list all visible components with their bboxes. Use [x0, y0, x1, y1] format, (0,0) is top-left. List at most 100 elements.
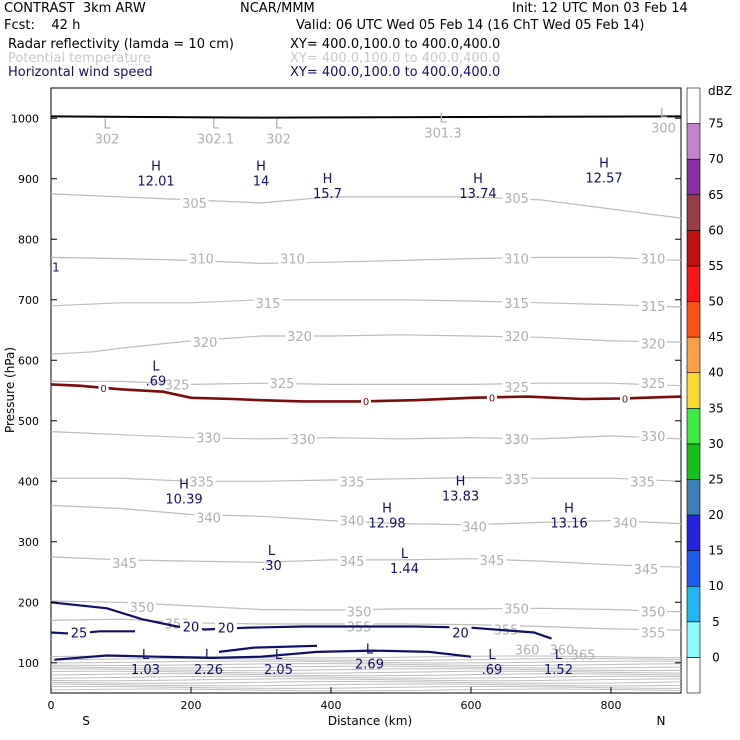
theta-extremum-value: 302 [266, 132, 291, 147]
freezing-label-bg [620, 392, 630, 405]
theta-label-bg [194, 430, 223, 445]
theta-contour-label: 325 [504, 381, 529, 396]
colorbar-level-label: 50 [708, 295, 723, 309]
field-xy-reflectivity: XY= 400.0,100.0 to 400.0,400.0 [290, 37, 501, 52]
theta-label-bg [268, 376, 296, 391]
wind-extremum-value: 13.16 [550, 517, 587, 532]
freezing-level-label: 0 [363, 397, 369, 408]
upper-theta-line [50, 680, 682, 684]
colorbar-swatch [686, 87, 701, 124]
upper-theta-line [50, 663, 682, 667]
freezing-label-bg [361, 395, 371, 408]
wind-extremum-value: 13.83 [442, 489, 479, 504]
colorbar-swatch [686, 443, 701, 480]
wind-extremum-value: 2.69 [355, 657, 384, 672]
y-tick-label: 600 [18, 354, 39, 367]
theta-label-bg [628, 474, 657, 489]
theta-label-bg [187, 251, 216, 266]
theta-contour-label: 320 [504, 330, 529, 345]
theta-label-bg [128, 600, 156, 615]
theta-label-bg [338, 554, 366, 569]
theta-contour-label: 325 [165, 378, 190, 393]
theta-contour-label: 355 [641, 627, 666, 642]
wind-extremum-value: 14 [253, 175, 270, 190]
ground-line [50, 115, 682, 119]
theta-contour-label: 350 [641, 605, 666, 620]
theta-label-bg [338, 513, 366, 528]
colorbar-level-label: 5 [712, 615, 720, 629]
wind-extremum-kind: L [401, 547, 409, 562]
theta-contour-label: 335 [504, 473, 529, 488]
theta-contour-label: 310 [504, 253, 529, 268]
theta-contour-label: 350 [130, 601, 155, 616]
theta-contour-label: 325 [641, 377, 666, 392]
wind-extremum-kind: L [152, 359, 160, 374]
wind-contour-15 [54, 649, 472, 661]
theta-label-bg [639, 604, 667, 619]
theta-label-bg [191, 335, 219, 350]
theta-contour-label: 315 [256, 297, 281, 312]
theta-contour-label: 305 [182, 197, 207, 212]
theta-contour-label: 325 [270, 377, 295, 392]
wind-extremum-kind: L [142, 648, 150, 663]
theta-contour-label: 345 [340, 555, 365, 570]
theta-contour-label: 335 [189, 475, 214, 490]
colorbar-level-label: 15 [708, 544, 723, 558]
theta-label-bg [502, 329, 531, 344]
y-tick-label: 400 [18, 475, 39, 488]
x-tick-label: 800 [601, 699, 622, 712]
theta-contour-label: 340 [340, 515, 365, 530]
theta-contour-label: 345 [112, 557, 137, 572]
theta-label-bg [632, 561, 660, 576]
y-tick-label: 100 [18, 657, 39, 670]
theta-extremum-kind: L [103, 117, 111, 132]
theta-label-bg [639, 336, 667, 351]
wind-label-bg [180, 619, 202, 634]
colorbar-swatch [686, 123, 701, 160]
wind-contour-25 [50, 630, 135, 635]
theta-extremum-kind: L [660, 106, 668, 121]
colorbar-swatch [686, 158, 701, 196]
colorbar-level-label: 45 [708, 330, 723, 344]
theta-contour-label: 340 [462, 521, 487, 536]
theta-contour-label: 310 [189, 253, 214, 268]
theta-label-bg [502, 295, 531, 310]
y-tick-label: 500 [18, 415, 39, 428]
wind-extremum-value: 13.74 [459, 187, 496, 202]
theta-label-bg [502, 379, 531, 394]
y-tick-label: 1000 [11, 112, 39, 125]
colorbar-swatch [686, 479, 701, 516]
theta-contour-label: 345 [480, 554, 505, 569]
upper-theta-line [50, 683, 682, 687]
ground-line-path [50, 115, 682, 119]
upper-theta-line [50, 670, 682, 674]
wind-contour-label: 25 [71, 627, 88, 642]
colorbar-swatch [686, 265, 701, 302]
colorbar-swatch [686, 372, 701, 409]
valid-time: Valid: 06 UTC Wed 05 Feb 14 (16 ChT Wed … [296, 18, 645, 33]
wind-extremum-kind: L [488, 648, 496, 663]
upper-theta-line [50, 660, 682, 664]
y-tick-label: 700 [18, 294, 39, 307]
colorbar-level-label: 40 [708, 366, 723, 380]
upper-theta-line [50, 673, 682, 677]
theta-contour-330 [50, 431, 682, 440]
theta-contour-label: 335 [340, 475, 365, 490]
colorbar-swatch [686, 407, 701, 445]
theta-contour-320 [50, 334, 682, 355]
wind-contour-20 [50, 601, 552, 640]
theta-contour-label: 320 [193, 336, 218, 351]
colorbar: dBZ 0 5 10 15 20 25 30 35 40 45 50 55 60 65 70 75 [686, 84, 732, 694]
upper-theta-line [50, 685, 682, 689]
field-xy-wind: XY= 400.0,100.0 to 400.0,400.0 [290, 65, 501, 80]
theta-label-bg [502, 251, 531, 266]
y-tick-label: 300 [18, 536, 39, 549]
theta-label-bg [254, 295, 282, 310]
theta-extremum-kind: L [212, 117, 220, 132]
colorbar-level-label: 55 [708, 259, 723, 273]
colorbar-level-label: 35 [708, 401, 723, 415]
wind-extremum-value: 12.98 [368, 517, 405, 532]
y-tick-label: 800 [18, 233, 39, 246]
theta-extremum-value: 302 [95, 132, 120, 147]
